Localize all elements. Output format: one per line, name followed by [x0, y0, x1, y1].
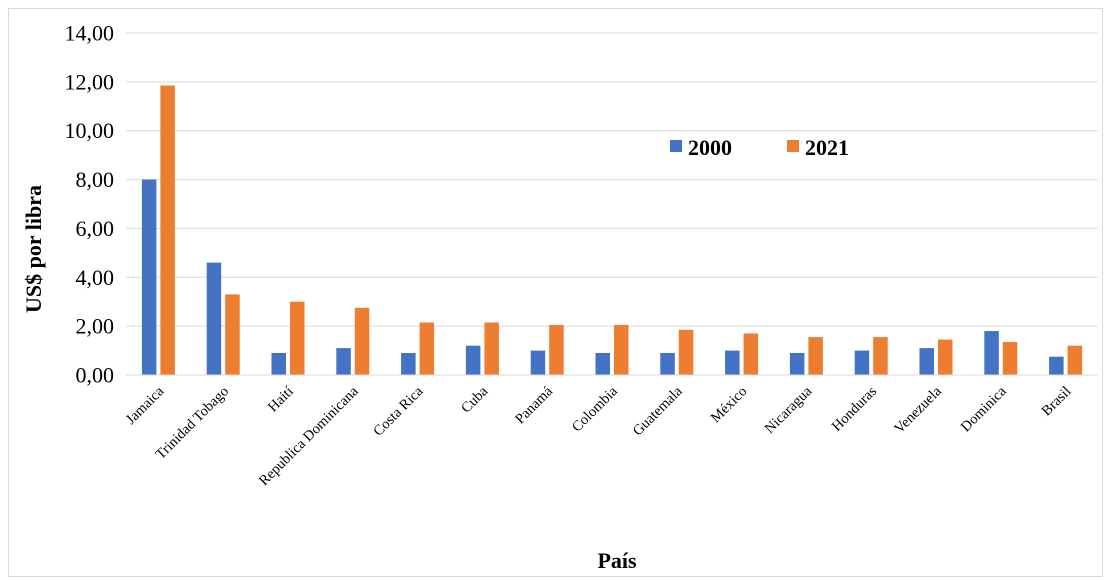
- bar-2021-brasil: [1067, 345, 1083, 375]
- bar-2021-colombia: [614, 324, 629, 375]
- bar-2000-jamaica: [141, 179, 157, 375]
- x-category-label: Brasil: [1039, 384, 1075, 420]
- legend: 2000 2021: [670, 135, 849, 160]
- legend-swatch-2000: [670, 140, 682, 152]
- y-tick-label: 2,00: [76, 314, 115, 339]
- legend-label-2021: 2021: [805, 135, 849, 160]
- x-category-label: Honduras: [829, 383, 880, 434]
- bar-2021-trinidad-tobago: [225, 294, 240, 375]
- bar-2000-honduras: [854, 350, 870, 375]
- bar-2021-honduras: [873, 337, 888, 375]
- legend-swatch-2021: [787, 140, 799, 152]
- x-category-label: México: [708, 384, 751, 427]
- y-tick-label: 6,00: [76, 216, 115, 241]
- bar-2021-méxico: [743, 333, 759, 375]
- bar-2000-panamá: [530, 350, 546, 375]
- bar-2000-trinidad-tobago: [206, 262, 222, 375]
- bar-2000-cuba: [465, 345, 481, 375]
- bar-2021-jamaica: [160, 85, 175, 376]
- x-category-label: Guatemala: [630, 383, 686, 439]
- bar-2000-republica-dominicana: [336, 348, 351, 375]
- chart-frame: [8, 8, 1103, 577]
- bar-2000-haití: [271, 353, 286, 375]
- y-tick-label: 8,00: [76, 167, 115, 192]
- bar-2000-brasil: [1049, 356, 1064, 375]
- bar-2000-dominica: [984, 331, 999, 375]
- bar-2000-guatemala: [660, 353, 675, 375]
- bar-2000-colombia: [595, 353, 610, 375]
- x-category-label: Haití: [265, 384, 297, 416]
- y-tick-label: 14,00: [65, 21, 115, 46]
- x-category-label: Costa Rica: [370, 383, 426, 439]
- gridlines: [126, 32, 1098, 327]
- bars: [141, 85, 1083, 376]
- x-category-label: Cuba: [458, 383, 491, 416]
- x-category-label: Venezuela: [891, 383, 945, 437]
- y-tick-label: 4,00: [76, 265, 115, 290]
- bar-2021-cuba: [484, 322, 499, 375]
- bar-2000-costa-rica: [401, 353, 416, 375]
- x-category-label: Dominica: [958, 383, 1010, 435]
- bar-2021-dominica: [1002, 342, 1018, 375]
- y-tick-label: 0,00: [76, 363, 115, 388]
- bar-2000-méxico: [725, 350, 740, 375]
- y-axis-title: US$ por libra: [21, 185, 46, 313]
- bar-2021-guatemala: [678, 329, 694, 375]
- x-axis-title: País: [597, 548, 637, 573]
- bar-2021-panamá: [549, 324, 564, 375]
- bar-2000-venezuela: [919, 348, 934, 375]
- bar-2021-venezuela: [938, 339, 953, 375]
- bar-2021-nicaragua: [808, 337, 823, 375]
- bar-2021-republica-dominicana: [354, 307, 370, 375]
- bar-2000-nicaragua: [789, 353, 805, 375]
- bar-2021-haití: [290, 301, 305, 375]
- legend-label-2000: 2000: [688, 135, 732, 160]
- y-tick-label: 12,00: [65, 69, 115, 94]
- y-tick-label: 10,00: [65, 118, 115, 143]
- x-category-label: Panamá: [512, 383, 556, 427]
- x-category-label: Colombia: [569, 383, 621, 435]
- y-axis-ticks: 0,00 2,00 4,00 6,00 8,00 10,00 12,00 14,00: [65, 21, 115, 388]
- x-category-label: Nicaragua: [762, 383, 816, 437]
- bar-2021-costa-rica: [419, 322, 435, 375]
- x-category-label: Jamaica: [123, 383, 168, 428]
